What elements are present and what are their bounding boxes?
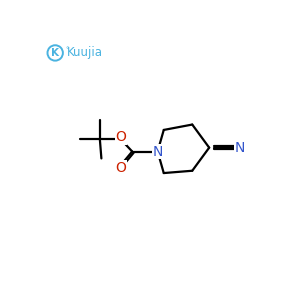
Text: N: N [235, 141, 245, 155]
Text: °: ° [65, 47, 69, 53]
Text: Kuujia: Kuujia [67, 46, 103, 59]
Text: K: K [51, 48, 59, 58]
Text: O: O [115, 130, 126, 144]
Text: O: O [115, 161, 126, 175]
Text: N: N [152, 145, 163, 158]
